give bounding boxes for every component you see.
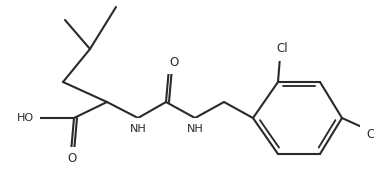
Text: Cl: Cl bbox=[366, 127, 374, 140]
Text: O: O bbox=[67, 153, 77, 165]
Text: NH: NH bbox=[187, 124, 203, 134]
Text: HO: HO bbox=[17, 113, 34, 123]
Text: NH: NH bbox=[130, 124, 146, 134]
Text: O: O bbox=[169, 55, 179, 69]
Text: Cl: Cl bbox=[276, 43, 288, 55]
